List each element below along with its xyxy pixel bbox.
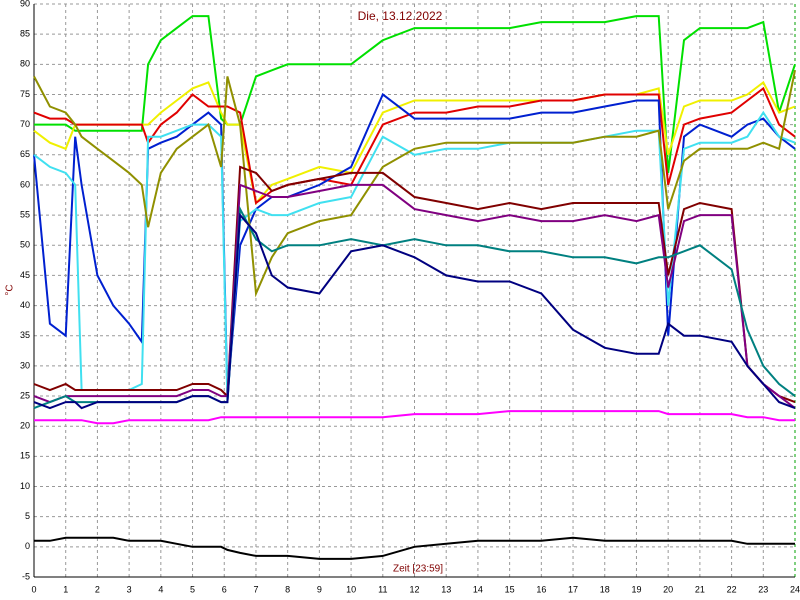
x-tick-label: 3	[127, 584, 132, 594]
y-tick-label: 40	[20, 300, 30, 310]
y-tick-label: 80	[20, 59, 30, 69]
y-tick-label: 0	[25, 541, 30, 551]
y-tick-label: 85	[20, 29, 30, 39]
x-tick-label: 16	[536, 584, 546, 594]
x-tick-label: 21	[695, 584, 705, 594]
y-tick-label: 65	[20, 149, 30, 159]
x-tick-label: 15	[505, 584, 515, 594]
x-tick-label: 14	[473, 584, 483, 594]
x-tick-label: 19	[631, 584, 641, 594]
series-line	[33, 212, 796, 410]
y-tick-label: 50	[20, 240, 30, 250]
x-tick-label: 24	[790, 584, 800, 594]
x-tick-label: 5	[190, 584, 195, 594]
x-tick-label: 2	[95, 584, 100, 594]
y-tick-label: 15	[20, 451, 30, 461]
y-tick-label: 5	[25, 511, 30, 521]
y-tick-label: 35	[20, 330, 30, 340]
y-tick-label: 20	[20, 421, 30, 431]
y-axis-label: °C	[5, 284, 16, 295]
x-tick-label: 6	[222, 584, 227, 594]
x-tick-label: 17	[568, 584, 578, 594]
series-line	[34, 536, 795, 560]
x-tick-label: 1	[63, 584, 68, 594]
y-tick-label: 75	[20, 89, 30, 99]
series-line	[34, 410, 795, 425]
x-axis-label: Zeit [23:59]	[393, 564, 443, 575]
x-tick-label: 22	[727, 584, 737, 594]
y-tick-label: 70	[20, 119, 30, 129]
y-tick-label: 60	[20, 179, 30, 189]
series-line	[33, 70, 796, 298]
x-tick-label: 11	[378, 584, 387, 594]
series-line	[33, 165, 796, 404]
x-tick-label: 10	[346, 584, 356, 594]
x-tick-label: 8	[285, 584, 290, 594]
x-tick-label: 9	[317, 584, 322, 594]
x-tick-label: 4	[158, 584, 163, 594]
x-tick-label: 7	[253, 584, 258, 594]
x-tick-label: 18	[600, 584, 610, 594]
y-tick-label: 90	[20, 0, 30, 8]
x-tick-label: 0	[31, 584, 36, 594]
y-tick-label: -5	[22, 571, 30, 581]
x-tick-label: 23	[758, 584, 768, 594]
x-tick-label: 12	[409, 584, 419, 594]
y-tick-label: 10	[20, 481, 30, 491]
y-tick-label: 30	[20, 360, 30, 370]
series-line	[34, 15, 796, 174]
y-tick-label: 55	[20, 209, 30, 219]
chart-title: Die, 13.12.2022	[358, 9, 443, 23]
y-tick-label: 45	[20, 270, 30, 280]
y-tick-label: 25	[20, 390, 30, 400]
x-tick-label: 20	[663, 584, 673, 594]
x-tick-label: 13	[441, 584, 451, 594]
